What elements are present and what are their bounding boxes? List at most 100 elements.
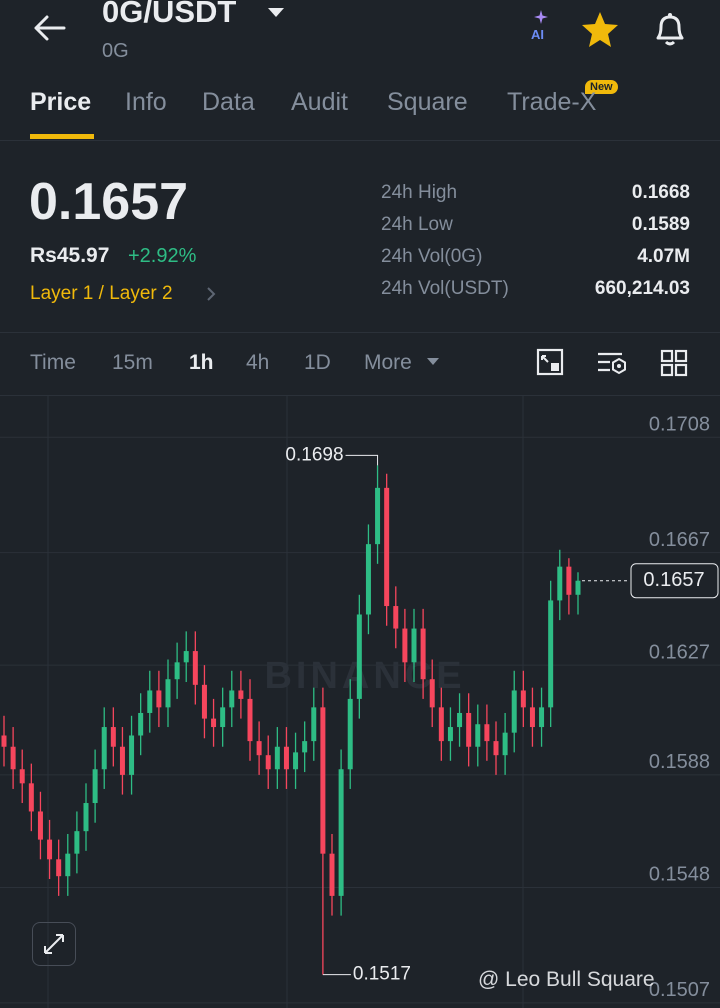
tab[interactable]: Price	[30, 88, 92, 116]
stat-label: 24h Low	[381, 214, 453, 235]
candle-body	[165, 679, 171, 708]
chart-mode-icon[interactable]	[536, 348, 566, 378]
candle-body	[356, 614, 362, 699]
candle-body	[211, 718, 217, 728]
candle-body	[138, 712, 144, 736]
credit-watermark: @ Leo Bull Square	[478, 968, 655, 991]
tab-indicator	[30, 134, 94, 139]
candle-body	[484, 724, 490, 742]
fiat-price: Rs45.97	[30, 244, 110, 267]
stat-label: 24h High	[381, 182, 458, 203]
candle-body	[65, 853, 71, 877]
interval[interactable]: 1D	[304, 351, 331, 374]
y-tick-label: 0.1708	[649, 413, 710, 435]
binance-watermark: BINANCE	[264, 655, 465, 697]
back-button[interactable]	[30, 12, 70, 44]
candle-body	[466, 712, 472, 747]
tab[interactable]: Audit	[291, 88, 348, 116]
last-price-box	[630, 563, 719, 599]
candle-body	[520, 690, 526, 708]
y-tick-label: 0.1667	[649, 529, 710, 551]
candle-body	[274, 746, 280, 770]
candle-body	[156, 690, 162, 708]
candle-body	[192, 651, 198, 685]
candle-body	[539, 707, 545, 728]
candle-body	[247, 698, 253, 742]
candle-body	[529, 707, 535, 728]
candle-body	[393, 606, 399, 629]
new-badge: New	[585, 80, 618, 94]
interval[interactable]: More	[364, 351, 412, 374]
candle-body	[101, 727, 107, 770]
interval[interactable]: 1h	[189, 351, 214, 374]
divider	[0, 140, 720, 141]
candle-body	[447, 727, 453, 742]
candle-body	[129, 735, 135, 775]
y-tick-label: 0.1627	[649, 641, 710, 663]
candle-body	[302, 741, 308, 753]
sector-tag[interactable]: Layer 1 / Layer 2	[30, 283, 173, 304]
tag-chevron	[207, 287, 216, 301]
divider	[0, 395, 720, 396]
candle-body	[201, 684, 207, 719]
fullscreen-button[interactable]	[32, 922, 76, 966]
candle-body	[183, 651, 189, 663]
tab[interactable]: Square	[387, 88, 468, 116]
candle-body	[566, 566, 572, 595]
candle-body	[384, 487, 390, 607]
ai-button[interactable]: AI	[531, 27, 544, 42]
candle-body	[493, 741, 499, 756]
candle-body	[83, 803, 89, 832]
candle-body	[265, 755, 271, 770]
candle-body	[411, 628, 417, 663]
candle-body	[311, 707, 317, 742]
pair-caret[interactable]	[266, 6, 286, 20]
candle-body	[256, 741, 262, 756]
favorite-star[interactable]	[580, 10, 620, 48]
candle-body	[402, 628, 408, 663]
candle-body	[475, 724, 481, 747]
more-caret[interactable]	[426, 357, 440, 367]
stat-label: 24h Vol(USDT)	[381, 278, 509, 299]
candle-body	[47, 839, 53, 860]
candle-body	[10, 746, 16, 770]
candle-body	[438, 707, 444, 742]
last-price: 0.1657	[29, 173, 189, 231]
stat-label: 24h Vol(0G)	[381, 246, 483, 267]
pair-title[interactable]: 0G/USDT	[102, 0, 237, 29]
y-tick-label: 0.1588	[649, 751, 710, 773]
candle-body	[338, 769, 344, 896]
candle-body	[229, 690, 235, 708]
divider	[0, 332, 720, 333]
candle-body	[174, 662, 180, 680]
last-price-label: 0.1657	[643, 569, 704, 591]
candle-body	[511, 690, 517, 733]
interval[interactable]: 15m	[112, 351, 153, 374]
candle-body	[365, 544, 371, 615]
stat-value: 660,214.03	[594, 278, 690, 299]
y-tick-label: 0.1507	[649, 979, 710, 1001]
interval[interactable]: 4h	[246, 351, 270, 374]
tab[interactable]: Info	[125, 88, 167, 116]
pair-subtitle: 0G	[102, 40, 129, 62]
candle-body	[110, 727, 116, 747]
tab[interactable]: Trade-X	[507, 88, 597, 116]
price-change: +2.92%	[128, 245, 197, 267]
candle-body	[220, 707, 226, 728]
candle-body	[1, 735, 7, 747]
candle-body	[420, 628, 426, 680]
stat-value: 0.1589	[631, 214, 690, 235]
tab[interactable]: Data	[202, 88, 255, 116]
high-leader	[345, 454, 379, 466]
candle-body	[329, 853, 335, 896]
indicator-settings-icon[interactable]	[596, 348, 630, 378]
low-annotation: 0.1517	[353, 964, 411, 985]
candle-body	[293, 752, 299, 770]
ai-sparkle	[534, 10, 548, 24]
candle-body	[238, 690, 244, 699]
interval[interactable]: Time	[30, 351, 76, 374]
candle-body	[119, 746, 125, 775]
layout-icon[interactable]	[660, 349, 690, 379]
notification-bell[interactable]	[650, 10, 690, 48]
